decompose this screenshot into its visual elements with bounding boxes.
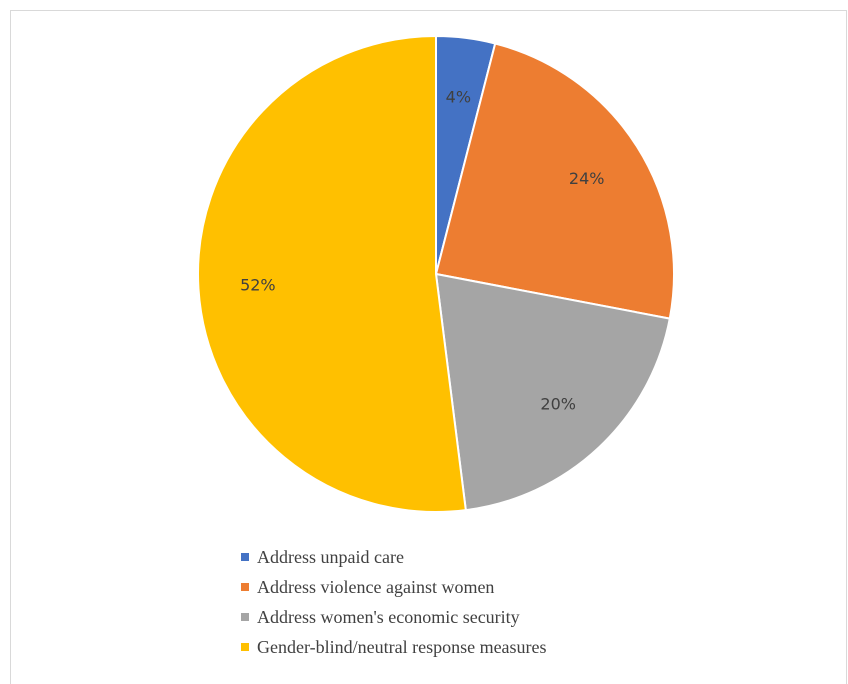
pie-slice-violence-against-women xyxy=(435,42,675,320)
legend-swatch-unpaid-care xyxy=(241,553,249,561)
pie-chart: 4% 24% 20% 52% xyxy=(197,35,675,513)
legend-swatch-economic-security xyxy=(241,613,249,621)
chart-area: 4% 24% 20% 52% Address unpaid care Address … xyxy=(10,10,847,684)
legend-swatch-violence-against-women xyxy=(241,583,249,591)
legend-label-gender-blind-measures: Gender-blind/neutral response measures xyxy=(257,636,547,657)
legend-swatch-gender-blind-measures xyxy=(241,643,249,651)
pie-slice-economic-security xyxy=(435,273,671,512)
data-label-economic-security: 20% xyxy=(540,395,576,414)
data-label-unpaid-care: 4% xyxy=(446,87,471,106)
legend-item-gender-blind-measures: Gender-blind/neutral response measures xyxy=(241,632,547,662)
data-label-violence-against-women: 24% xyxy=(569,169,605,188)
legend-label-economic-security: Address women's economic security xyxy=(257,606,520,627)
legend-item-unpaid-care: Address unpaid care xyxy=(241,542,547,572)
legend-label-unpaid-care: Address unpaid care xyxy=(257,546,404,567)
data-label-gender-blind-measures: 52% xyxy=(240,276,276,295)
pie-slice-gender-blind-measures xyxy=(197,35,467,513)
legend-item-economic-security: Address women's economic security xyxy=(241,602,547,632)
legend: Address unpaid care Address violence aga… xyxy=(241,542,547,662)
legend-item-violence-against-women: Address violence against women xyxy=(241,572,547,602)
legend-label-violence-against-women: Address violence against women xyxy=(257,576,495,597)
